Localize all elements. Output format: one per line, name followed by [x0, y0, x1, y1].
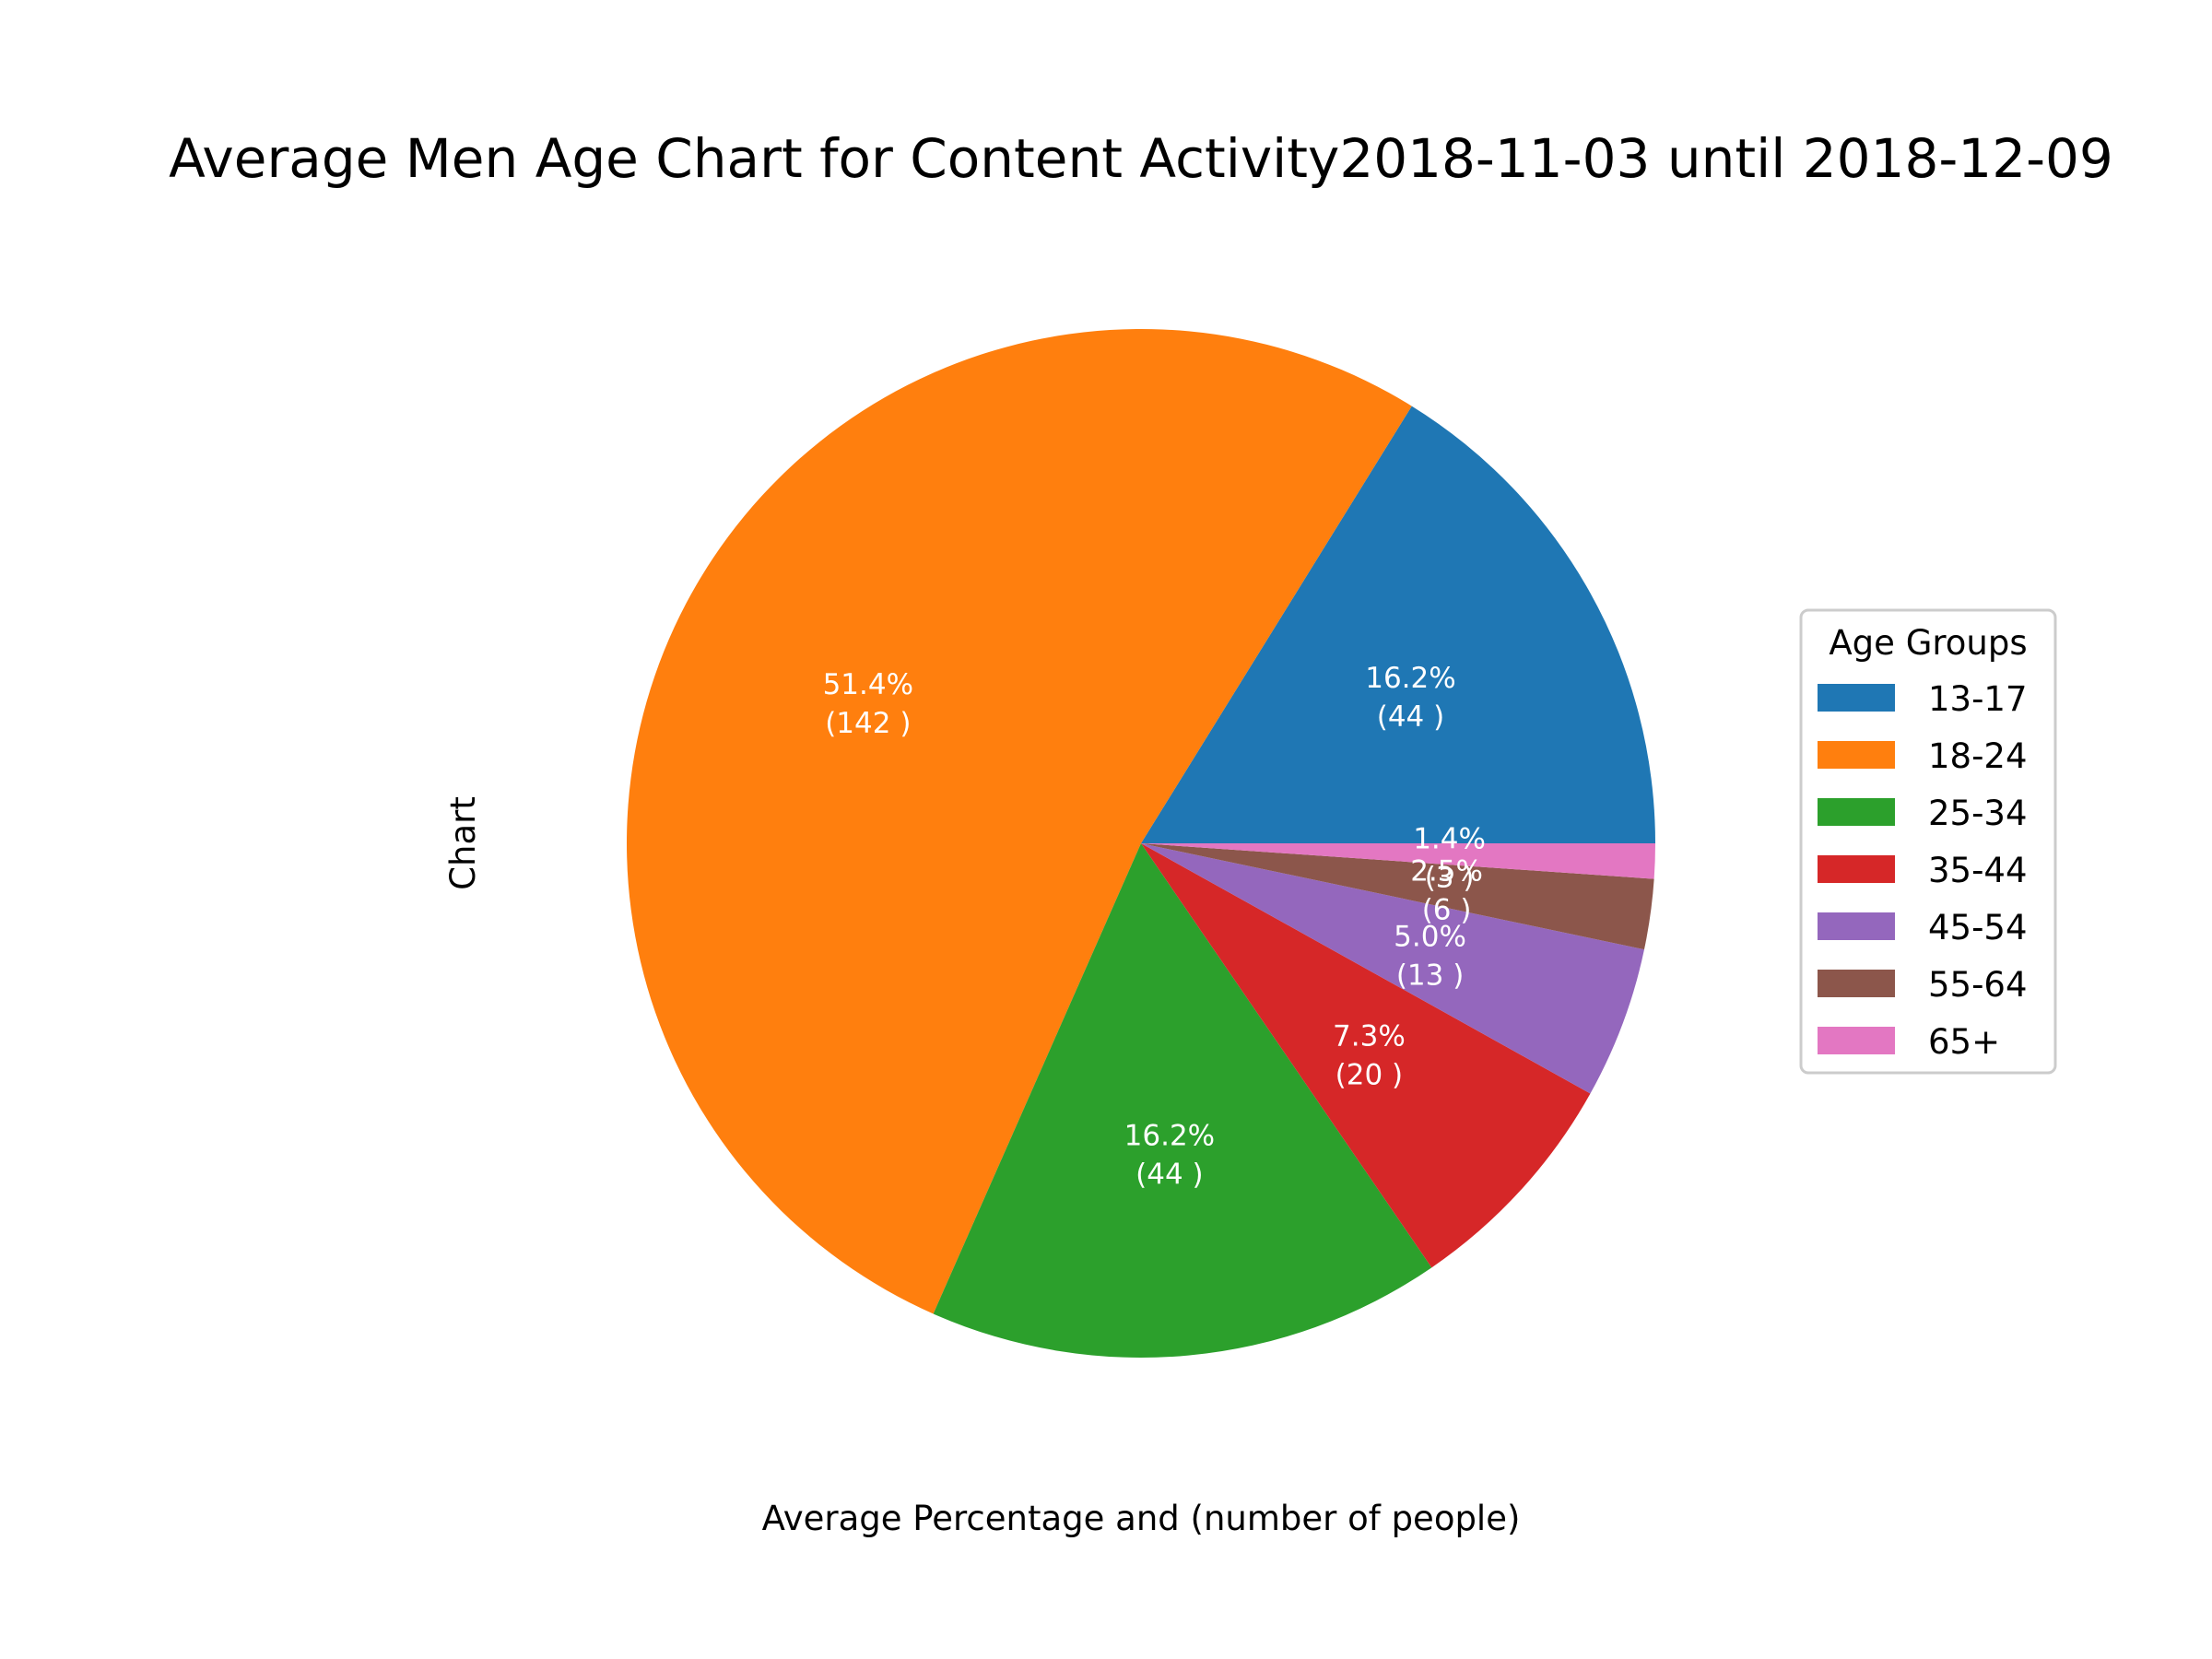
- pie-slice-65+: [1141, 843, 1655, 879]
- slice-count-label: (3 ): [1425, 862, 1475, 895]
- pie-slice-13-17: [1141, 406, 1655, 843]
- legend-label-45-54: 45-54: [1928, 908, 2028, 947]
- legend-label-55-64: 55-64: [1928, 965, 2028, 1005]
- slice-percent-label: 16.2%: [1365, 662, 1455, 695]
- pie-slices: [627, 329, 1655, 1358]
- legend-frame: [1799, 608, 2057, 1075]
- slice-count-label: (13 ): [1396, 959, 1465, 992]
- slice-percent-label: 1.4%: [1413, 823, 1486, 856]
- legend: Age Groups 13-17 18-24 25-34 35-44 45-54 55-6…: [1799, 608, 2057, 1075]
- legend-title: Age Groups: [1829, 623, 2027, 663]
- slice-percent-label: 5.0%: [1394, 920, 1466, 953]
- legend-swatch-35-44: [1818, 855, 1895, 883]
- legend-items: 13-17 18-24 25-34 35-44 45-54 55-64 65+: [1818, 679, 2028, 1062]
- y-axis-label: Chart: [443, 796, 483, 890]
- legend-label-35-44: 35-44: [1928, 851, 2028, 890]
- legend-swatch-13-17: [1818, 684, 1895, 712]
- slice-percent-label: 51.4%: [823, 668, 913, 701]
- legend-label-13-17: 13-17: [1928, 679, 2028, 719]
- slice-count-label: (44 ): [1135, 1158, 1204, 1191]
- legend-label-18-24: 18-24: [1928, 736, 2028, 776]
- legend-swatch-25-34: [1818, 798, 1895, 826]
- slice-percent-label: 7.3%: [1333, 1020, 1406, 1053]
- pie-slice-45-54: [1141, 843, 1644, 1094]
- slice-percent-label: 16.2%: [1124, 1119, 1215, 1152]
- slice-count-label: (44 ): [1377, 700, 1445, 734]
- pie-slice-35-44: [1141, 843, 1591, 1268]
- pie-slice-18-24: [627, 329, 1412, 1314]
- legend-swatch-55-64: [1818, 970, 1895, 997]
- slice-count-label: (142 ): [825, 707, 911, 740]
- legend-swatch-18-24: [1818, 741, 1895, 769]
- x-axis-label: Average Percentage and (number of people…: [762, 1499, 1521, 1538]
- legend-swatch-65+: [1818, 1027, 1895, 1054]
- legend-swatch-45-54: [1818, 912, 1895, 940]
- legend-label-65+: 65+: [1928, 1022, 2000, 1062]
- slice-count-label: (20 ): [1335, 1059, 1404, 1092]
- pie-slice-labels: 16.2% (44 ) 51.4% (142 ) 16.2% (44 ) 7.3% (20 )…: [823, 662, 1486, 1191]
- pie-slice-55-64: [1141, 843, 1654, 950]
- chart-title: Average Men Age Chart for Content Activi…: [169, 127, 2113, 190]
- pie-slice-25-34: [933, 843, 1432, 1358]
- legend-label-25-34: 25-34: [1928, 794, 2028, 833]
- slice-percent-label: 2.5%: [1410, 854, 1483, 888]
- slice-count-label: (6 ): [1422, 893, 1472, 926]
